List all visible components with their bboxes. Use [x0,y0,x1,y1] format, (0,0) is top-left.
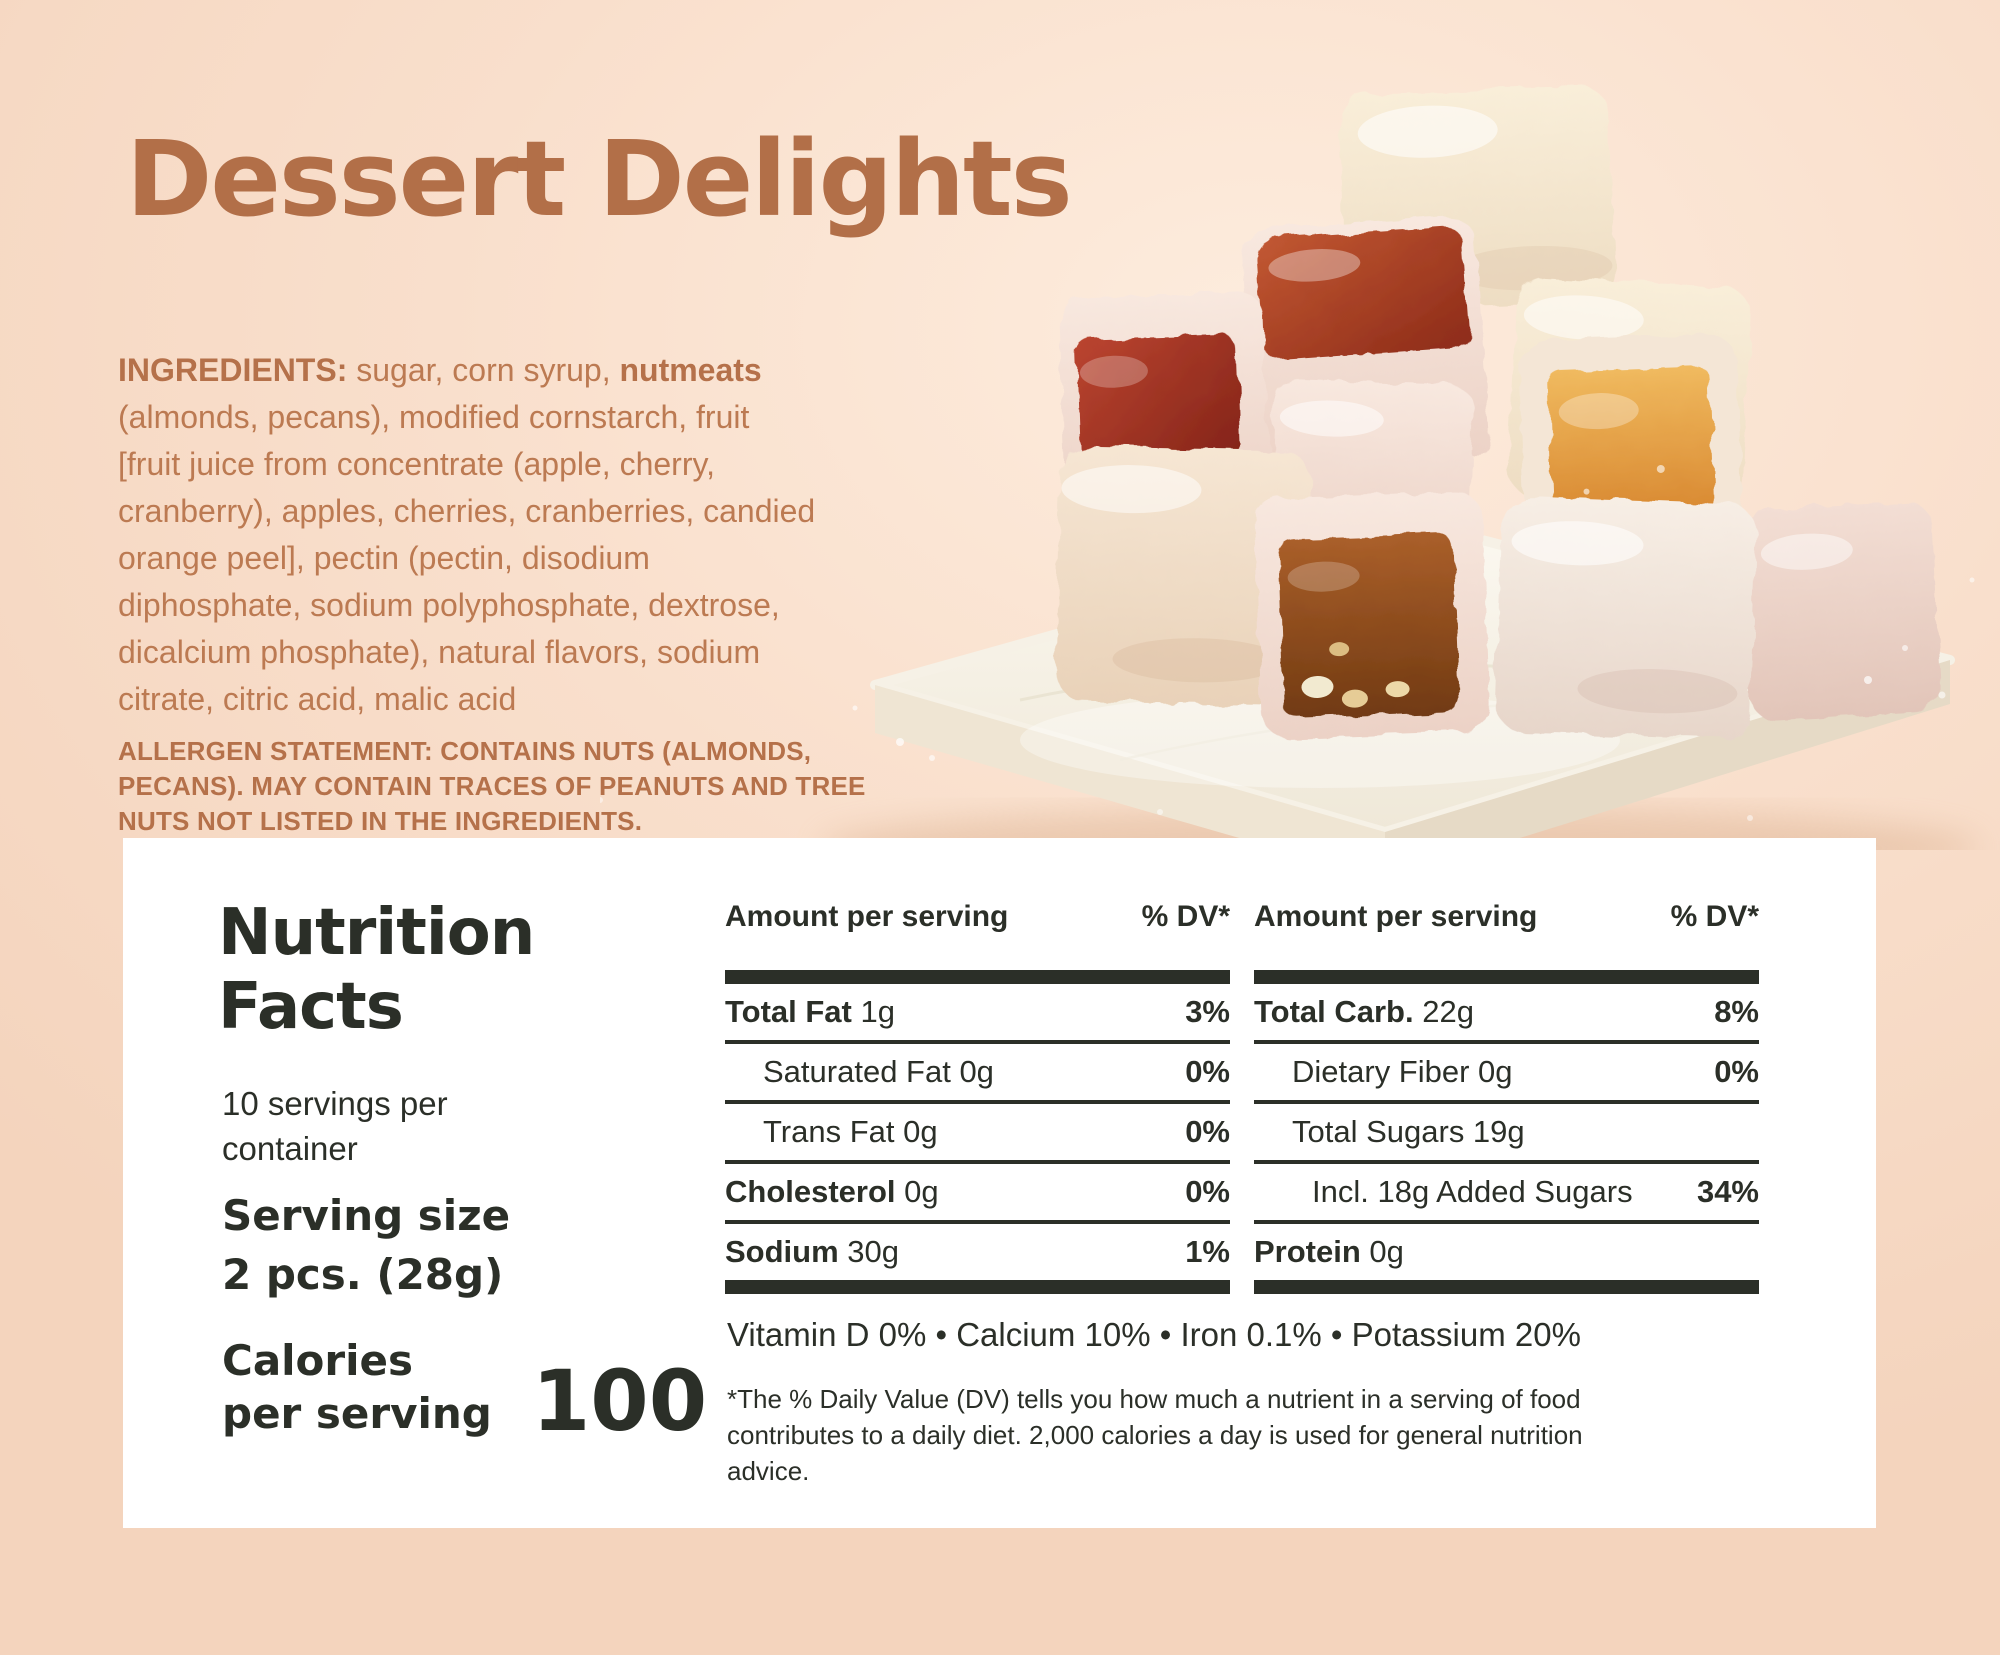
table-row-total-fat: Total Fat 1g 3% [725,984,1230,1044]
servings-per-container: 10 servings per container [222,1085,448,1167]
nutrition-facts-card: Nutrition Facts 10 servings per containe… [123,838,1876,1528]
candy-cube-far-right [1741,501,1941,721]
thick-rule [1254,1280,1759,1294]
candy-cube-bottom-right [1494,496,1756,739]
candy-cube-caramel [1254,492,1490,738]
nutrient-table-right: Amount per serving % DV* Total Carb. 22g… [1254,900,1759,1294]
table-row-total-carb: Total Carb. 22g 8% [1254,984,1759,1044]
serving-size-value: 2 pcs. (28g) [222,1250,504,1299]
table-row-dietary-fiber: Dietary Fiber 0g 0% [1254,1044,1759,1104]
header-dv: % DV* [1670,900,1759,933]
page-title: Dessert Delights [126,118,1073,240]
calories-per-serving: Calories per serving 100 [222,1334,708,1450]
table-row-sodium: Sodium 30g 1% [725,1234,1230,1269]
serving-size-label: Serving size [222,1191,511,1240]
ingredients-highlight: nutmeats [619,352,762,388]
nutrition-facts-title: Nutrition Facts [218,896,535,1044]
table-row-total-sugars: Total Sugars 19g [1254,1104,1759,1164]
ingredients-body: (almonds, pecans), modified cornstarch, … [118,399,816,717]
allergen-statement: ALLERGEN STATEMENT: CONTAINS NUTS (ALMON… [118,736,866,836]
product-photo [600,86,1980,850]
thick-rule [725,1280,1230,1294]
table-row-added-sugars: Incl. 18g Added Sugars 34% [1254,1164,1759,1224]
candy-cube-bottom-left [1056,446,1310,705]
table-row-cholesterol: Cholesterol 0g 0% [725,1164,1230,1224]
thick-rule [1254,970,1759,984]
ingredients-paragraph: INGREDIENTS: sugar, corn syrup, nutmeats… [118,300,978,723]
table-row-protein: Protein 0g [1254,1234,1404,1269]
daily-value-footnote: *The % Daily Value (DV) tells you how mu… [727,1384,1583,1486]
ingredients-label: INGREDIENTS: [118,352,348,388]
ingredients-lead: sugar, corn syrup, [347,352,620,388]
table-header: Amount per serving % DV* [1254,900,1759,970]
table-header: Amount per serving % DV* [725,900,1230,970]
header-amount: Amount per serving [1254,900,1538,933]
serving-size: Serving size 2 pcs. (28g) [222,1186,510,1304]
sugar-dust [600,577,1975,821]
table-row-trans-fat: Trans Fat 0g 0% [725,1104,1230,1164]
calories-value: 100 [531,1352,708,1450]
header-amount: Amount per serving [725,900,1009,933]
vitamins-line: Vitamin D 0% • Calcium 10% • Iron 0.1% •… [727,1316,1581,1353]
calories-label: Calories per serving [222,1336,492,1438]
table-row-saturated-fat: Saturated Fat 0g 0% [725,1044,1230,1104]
nutrient-table-left: Amount per serving % DV* Total Fat 1g 3%… [725,900,1230,1294]
header-dv: % DV* [1141,900,1230,933]
thick-rule [725,970,1230,984]
